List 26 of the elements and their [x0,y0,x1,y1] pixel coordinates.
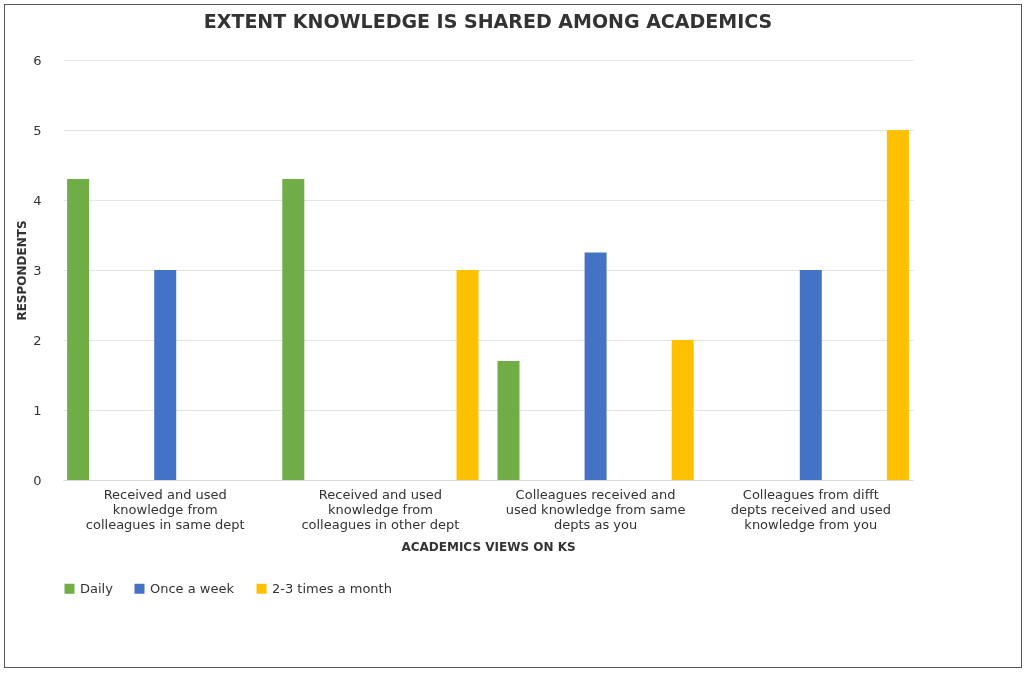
bar [671,340,694,480]
y-tick-label: 3 [33,262,42,278]
y-tick-label: 4 [33,192,42,208]
legend-label: Daily [80,580,114,596]
y-tick-label: 1 [33,402,42,418]
y-tick-label: 5 [33,122,42,138]
x-axis-title: ACADEMICS VIEWS ON KS [401,539,576,554]
x-tick-label: Colleagues from difft depts received and used knowledge from you [730,486,891,532]
bar [886,130,909,480]
bar [282,179,305,480]
bar [584,252,607,480]
bar [154,270,177,480]
y-tick-label: 2 [33,332,42,348]
bar [67,179,90,480]
x-tick-label: Received and used knowledge from colleagues in other dept [301,486,460,532]
legend-label: Once a week [150,580,235,596]
x-tick-label: Colleagues received and used knowledge from same depts as you [505,486,686,532]
bar [799,270,822,480]
x-tick-label: Received and used knowledge from colleagues in same dept [85,486,245,532]
y-tick-label: 0 [33,472,42,488]
chart-title: EXTENT KNOWLEDGE IS SHARED AMONG ACADEMICS [203,10,773,32]
bar [497,361,520,480]
bar [456,270,479,480]
legend-label: 2-3 times a month [272,580,392,596]
y-axis-title: RESPONDENTS [15,220,30,321]
y-tick-label: 6 [33,52,42,68]
